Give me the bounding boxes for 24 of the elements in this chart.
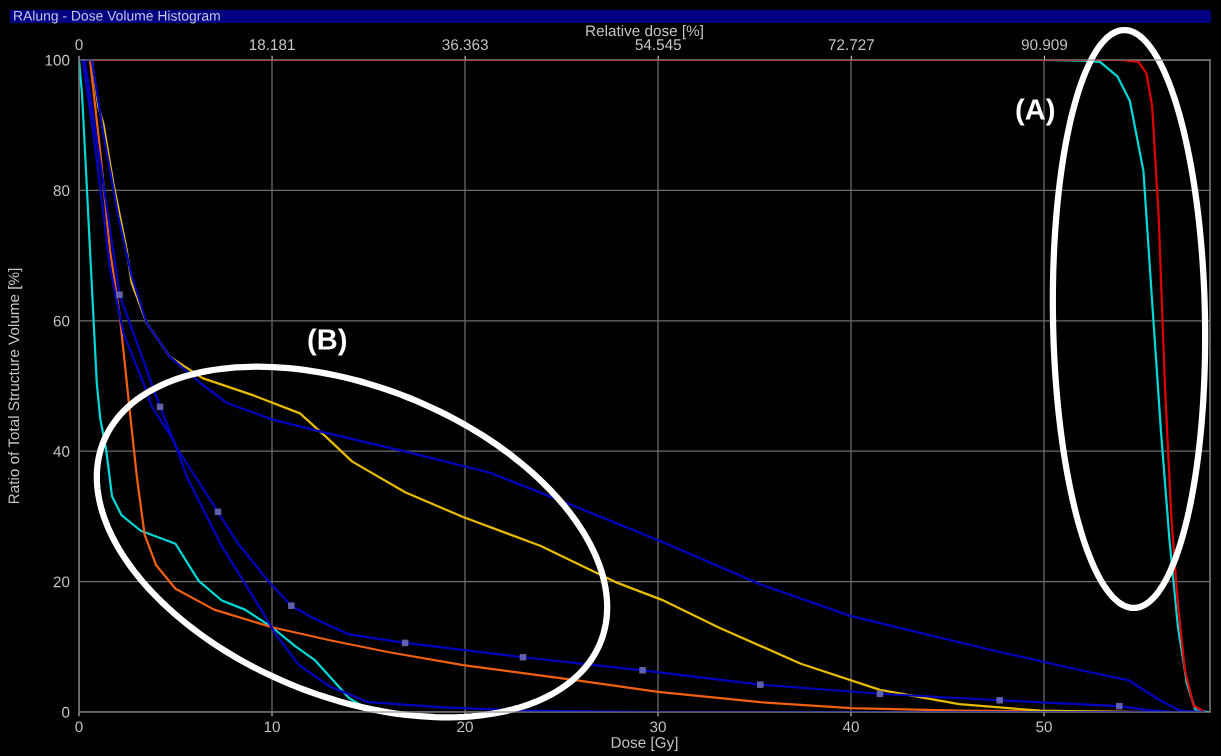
- y-tick-label: 0: [62, 706, 70, 718]
- x-axis-title: Dose [Gy]: [611, 736, 678, 751]
- y-tick-label: 20: [53, 576, 70, 588]
- x2-tick-label: 54.545: [635, 39, 681, 51]
- y-tick-label: 40: [53, 446, 70, 457]
- x-tick-label: 20: [457, 721, 473, 733]
- x2-tick-label: 72.727: [828, 39, 874, 50]
- annotation: (B): [308, 328, 347, 356]
- x2-axis-title: Relative dose [%]: [586, 24, 703, 40]
- x-tick-label: 50: [1036, 721, 1052, 733]
- x-tick-label: 40: [842, 721, 859, 733]
- y-axis-title: Ratio of Total Structure Volume [%]: [8, 268, 23, 504]
- y-tick-label: 60: [53, 315, 70, 327]
- chart-title: RAlung - Dose Volume Histogram: [14, 10, 220, 24]
- x2-tick-label: 36.363: [442, 39, 488, 51]
- annotation: (A): [1016, 98, 1055, 126]
- x2-tick-label: 18.181: [249, 39, 295, 51]
- y-tick-label: 80: [53, 185, 70, 197]
- x-tick-label: 0: [75, 721, 83, 733]
- x2-tick-label: 0: [75, 39, 83, 51]
- x-tick-label: 10: [264, 721, 280, 733]
- x-tick-label: 30: [650, 721, 666, 733]
- y-tick-label: 100: [45, 54, 70, 66]
- x2-tick-label: 90.909: [1021, 39, 1068, 51]
